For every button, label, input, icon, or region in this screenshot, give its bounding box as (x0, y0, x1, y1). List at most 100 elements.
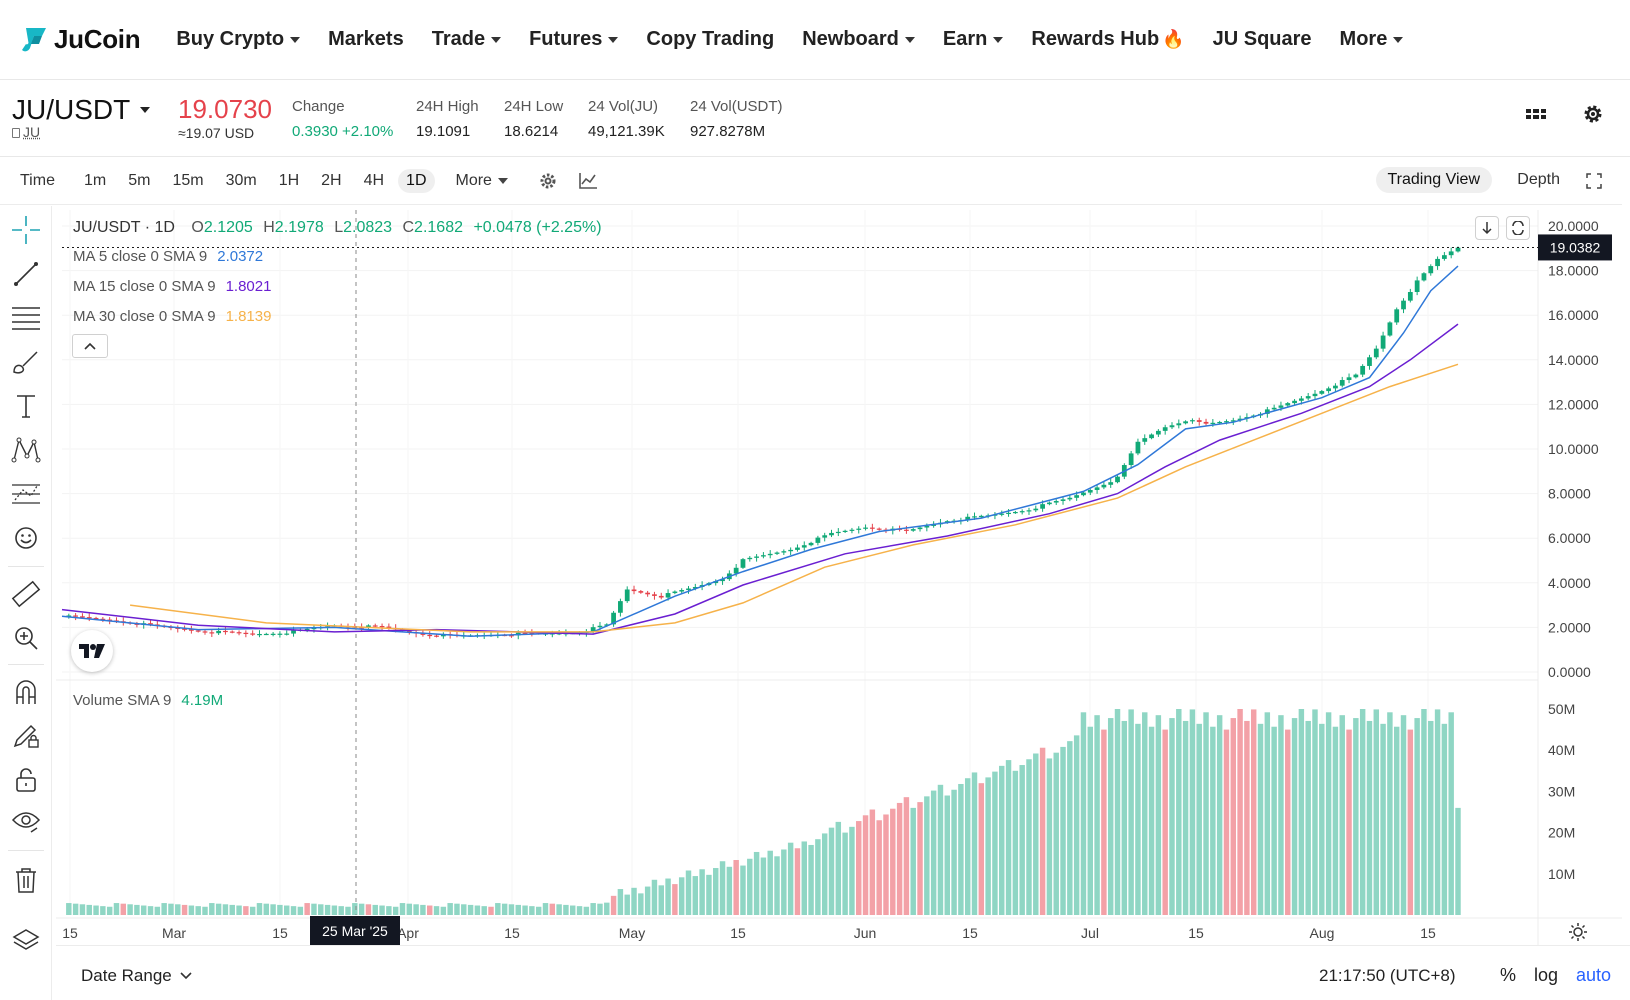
volume-bar (372, 904, 378, 915)
depth-tab[interactable]: Depth (1517, 171, 1560, 188)
trash-icon[interactable] (8, 862, 44, 898)
nav-item-markets[interactable]: Markets (328, 28, 404, 50)
chart-settings-sun-icon[interactable] (1568, 922, 1588, 947)
date-range-button[interactable]: Date Range (81, 966, 192, 986)
candle (1441, 255, 1447, 259)
chevron-down-icon (290, 36, 301, 43)
auto-scale-toggle[interactable]: auto (1576, 965, 1612, 985)
text-tool-icon[interactable] (8, 388, 44, 424)
pair-name: JU/USDT (12, 94, 131, 125)
trading-view-tab[interactable]: Trading View (1375, 167, 1492, 193)
horizontal-lines-icon[interactable] (8, 300, 44, 336)
tradingview-logo[interactable] (71, 630, 113, 672)
time-axis-label: Jun (854, 925, 877, 941)
percent-scale-toggle[interactable]: % (1500, 965, 1517, 985)
nav-item-rewards-hub[interactable]: Rewards Hub 🔥 (1031, 28, 1185, 50)
ma15-legend[interactable]: MA 15 close 0 SMA 9 1.8021 (73, 278, 272, 295)
nav-item-more[interactable]: More (1340, 28, 1404, 51)
volume-bar (304, 903, 310, 915)
volume-bar (890, 808, 896, 915)
volume-bar (1155, 715, 1162, 915)
unlock-icon[interactable] (8, 762, 44, 798)
volume-bar (474, 905, 481, 915)
candle (1047, 502, 1052, 505)
volume-bar (542, 903, 549, 915)
last-price-box (1538, 234, 1612, 261)
crosshair-icon[interactable] (8, 212, 44, 248)
log-scale-toggle[interactable]: log (1534, 965, 1559, 985)
volume-bar (930, 790, 937, 915)
volume-bar (249, 906, 256, 915)
interval-5m[interactable]: 5m (128, 171, 151, 189)
volume-bar (311, 903, 317, 915)
nav-item-buy-crypto[interactable]: Buy Crypto (176, 28, 301, 51)
trend-line-icon[interactable] (8, 256, 44, 292)
candle (1428, 266, 1434, 274)
ruler-icon[interactable] (8, 576, 44, 612)
layout-icon[interactable] (1525, 106, 1547, 127)
nav-item-earn[interactable]: Earn (943, 28, 1004, 51)
nav-item-futures[interactable]: Futures (529, 28, 619, 51)
lock-drawing-icon[interactable] (8, 718, 44, 754)
price-chart[interactable]: 20.0000 18.0000 16.0000 14.0000 12.0000 10.00… (0, 0, 1630, 945)
candle (822, 535, 828, 538)
time-axis-label: Aug (1310, 925, 1335, 941)
candle (1271, 407, 1277, 410)
volume-legend[interactable]: Volume SMA 9 4.19M (73, 692, 224, 709)
interval-1h[interactable]: 1H (278, 171, 300, 189)
volume-bar (433, 906, 440, 915)
volume-bar (1366, 720, 1373, 915)
ma30-legend[interactable]: MA 30 close 0 SMA 9 1.8139 (73, 308, 272, 325)
clock: 21:17:50 (UTC+8) (1319, 966, 1456, 985)
nav-item-trade[interactable]: Trade (432, 28, 502, 51)
volume-bar (188, 905, 195, 915)
volume-bar (515, 904, 521, 915)
pattern-icon[interactable] (8, 432, 44, 468)
nav-item-copy-trading[interactable]: Copy Trading (646, 28, 775, 50)
indicators-icon[interactable] (578, 172, 598, 190)
reset-chart-icon[interactable] (1506, 216, 1530, 240)
volume-bar (549, 903, 556, 915)
brush-icon[interactable] (8, 344, 44, 380)
time-axis-label: 15 (1188, 925, 1204, 941)
candle (842, 530, 848, 532)
scroll-down-icon[interactable] (1475, 216, 1499, 240)
interval-2h[interactable]: 2H (321, 171, 342, 189)
volume-bar (638, 893, 644, 915)
volume-bar (215, 903, 222, 915)
interval-30m[interactable]: 30m (225, 171, 257, 189)
ohlc-legend: JU/USDT · 1D O2.1205 H2.1978 L2.0823 C2.… (73, 219, 602, 236)
ma30-value: 1.8139 (225, 308, 272, 325)
nav-item-newboard[interactable]: Newboard (802, 28, 915, 51)
candle (270, 633, 276, 635)
settings-gear-icon[interactable] (1582, 103, 1604, 130)
zoom-in-icon[interactable] (8, 620, 44, 656)
eye-icon[interactable] (8, 804, 44, 840)
fullscreen-icon[interactable] (1586, 173, 1602, 194)
candle (148, 623, 153, 625)
price-axis-label: 6.0000 (1548, 530, 1591, 546)
time-axis-label: 15 (730, 925, 746, 941)
chart-settings-icon[interactable] (538, 171, 558, 191)
volume-bar (1026, 759, 1032, 915)
layers-icon[interactable] (8, 922, 44, 958)
ma5-legend[interactable]: MA 5 close 0 SMA 9 2.0372 (73, 248, 264, 265)
candle (216, 630, 222, 634)
price-axis-label: 16.0000 (1548, 307, 1599, 323)
magnet-icon[interactable] (8, 674, 44, 710)
nav-item-ju-square[interactable]: JU Square (1212, 28, 1312, 50)
interval-4h[interactable]: 4H (363, 171, 385, 189)
pair-selector[interactable]: JU/USDT (12, 94, 151, 126)
interval-1m[interactable]: 1m (83, 171, 107, 189)
jucoin-logo[interactable]: JuCoin (20, 24, 141, 55)
emoji-icon[interactable] (8, 520, 44, 556)
collapse-legend-button[interactable] (72, 334, 108, 358)
interval-1d[interactable]: 1D (398, 168, 435, 193)
volume-bar (386, 906, 392, 915)
volume-bar (1148, 726, 1155, 915)
time-interval-label[interactable]: Time (20, 171, 55, 189)
more-intervals-button[interactable]: More (448, 169, 516, 193)
interval-15m[interactable]: 15m (172, 171, 204, 189)
forecast-icon[interactable] (8, 476, 44, 512)
candle (1448, 251, 1454, 256)
